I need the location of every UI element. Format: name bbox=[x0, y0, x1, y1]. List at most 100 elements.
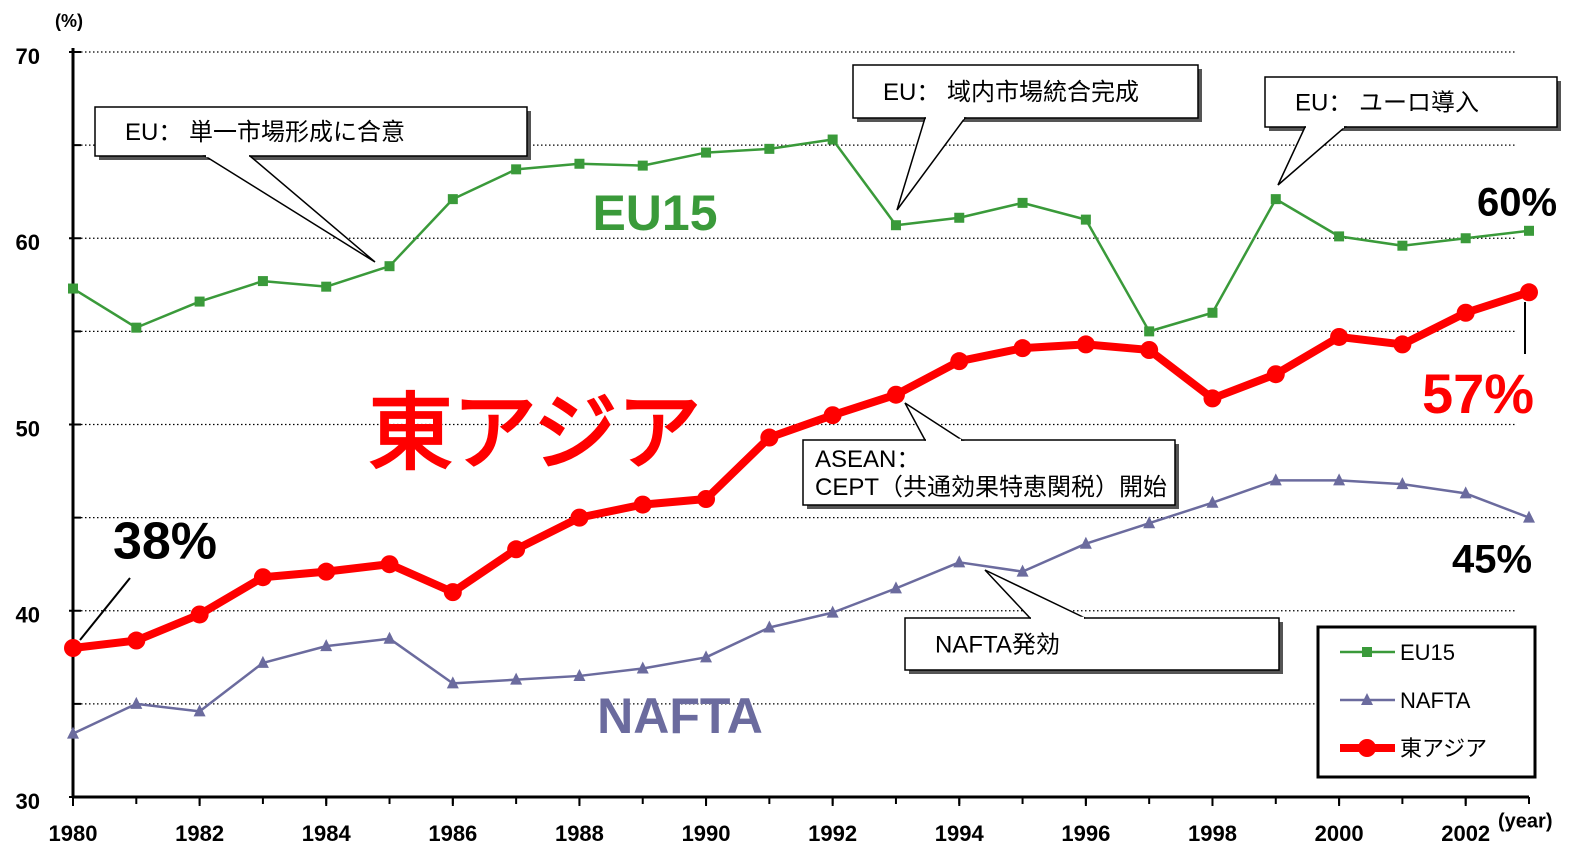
x-tick-label: 1998 bbox=[1188, 821, 1237, 846]
marker bbox=[950, 352, 969, 371]
marker bbox=[763, 620, 776, 633]
marker bbox=[190, 605, 209, 624]
marker bbox=[131, 322, 142, 333]
marker bbox=[574, 158, 585, 169]
marker bbox=[953, 555, 966, 568]
marker bbox=[67, 726, 79, 739]
marker bbox=[1206, 495, 1219, 508]
x-tick-label: 1990 bbox=[682, 821, 731, 846]
callout-box bbox=[802, 439, 1176, 506]
marker bbox=[633, 495, 652, 514]
marker bbox=[193, 704, 206, 717]
callout-text: EU： 単一市場形成に合意 bbox=[125, 119, 405, 146]
marker bbox=[1140, 341, 1159, 359]
marker bbox=[701, 147, 712, 158]
series-label: NAFTA bbox=[597, 688, 763, 744]
marker bbox=[889, 581, 902, 594]
callout-pointer bbox=[1277, 126, 1348, 186]
marker bbox=[383, 631, 396, 644]
value-label: 60% bbox=[1477, 181, 1557, 225]
marker bbox=[826, 605, 839, 618]
marker bbox=[573, 668, 586, 681]
marker bbox=[127, 631, 146, 650]
marker bbox=[1144, 326, 1155, 337]
marker bbox=[1079, 536, 1092, 549]
marker bbox=[253, 568, 272, 587]
callout-box bbox=[1264, 76, 1558, 128]
y-tick-label: 50 bbox=[16, 416, 40, 441]
marker bbox=[510, 672, 523, 685]
marker bbox=[1361, 693, 1373, 705]
series-label: EU15 bbox=[592, 185, 717, 241]
series-line bbox=[72, 288, 1531, 652]
marker bbox=[1080, 214, 1091, 225]
x-tick-label: 1982 bbox=[175, 821, 224, 846]
value-label-leader bbox=[79, 577, 131, 641]
marker bbox=[64, 639, 82, 657]
marker bbox=[446, 676, 459, 689]
marker bbox=[443, 583, 462, 602]
legend-label: NAFTA bbox=[1400, 688, 1471, 713]
marker bbox=[1397, 240, 1408, 251]
marker bbox=[256, 655, 269, 668]
y-tick-label: 70 bbox=[16, 44, 40, 69]
marker bbox=[1520, 283, 1538, 302]
marker bbox=[1459, 486, 1472, 499]
callout-pointer bbox=[984, 569, 1086, 619]
marker bbox=[827, 134, 838, 145]
x-tick-label: 1986 bbox=[428, 821, 477, 846]
x-tick-label: 1980 bbox=[49, 821, 98, 846]
marker bbox=[507, 540, 526, 559]
x-tick-label: 2000 bbox=[1315, 821, 1364, 846]
series-line bbox=[72, 479, 1530, 735]
marker bbox=[886, 385, 905, 404]
marker bbox=[700, 650, 713, 663]
marker bbox=[1330, 327, 1349, 346]
marker bbox=[380, 555, 399, 574]
marker bbox=[68, 283, 78, 294]
marker bbox=[1334, 231, 1345, 242]
marker bbox=[1524, 225, 1534, 236]
marker bbox=[1270, 194, 1281, 205]
marker bbox=[1076, 335, 1095, 354]
marker bbox=[511, 164, 522, 175]
marker bbox=[1362, 647, 1372, 657]
x-tick-label: 1996 bbox=[1061, 821, 1110, 846]
x-tick-label: 1988 bbox=[555, 821, 604, 846]
marker bbox=[1396, 477, 1409, 490]
marker bbox=[823, 406, 842, 425]
marker bbox=[1207, 307, 1218, 318]
marker bbox=[1266, 365, 1285, 384]
x-tick-label: 1992 bbox=[808, 821, 857, 846]
marker bbox=[570, 508, 589, 527]
marker bbox=[1017, 197, 1028, 208]
series-label: 東アジア bbox=[369, 386, 702, 480]
marker bbox=[1269, 473, 1282, 486]
y-axis-label: (%) bbox=[55, 11, 83, 31]
callout-pointer bbox=[202, 155, 376, 263]
marker bbox=[1203, 389, 1222, 408]
marker bbox=[637, 160, 648, 171]
callout-box bbox=[94, 106, 528, 157]
callout-text: EU： 域内市場統合完成 bbox=[883, 79, 1139, 106]
callout-text: NAFTA発効 bbox=[935, 631, 1060, 658]
marker bbox=[890, 220, 901, 231]
x-tick-label: 1984 bbox=[302, 821, 352, 846]
marker bbox=[320, 639, 333, 652]
callout-pointer bbox=[896, 117, 967, 211]
marker bbox=[317, 562, 336, 581]
callout-pointer bbox=[904, 402, 965, 441]
callout-box bbox=[852, 64, 1199, 119]
marker bbox=[697, 490, 716, 508]
callout-text: ASEAN： bbox=[815, 446, 920, 473]
marker bbox=[1456, 303, 1475, 322]
marker bbox=[1016, 564, 1029, 577]
value-label: 57% bbox=[1422, 362, 1534, 425]
series-line bbox=[72, 138, 1530, 333]
legend: EU15 NAFTA 東アジア bbox=[1316, 625, 1537, 779]
marker bbox=[384, 261, 395, 272]
marker bbox=[764, 143, 775, 154]
marker bbox=[954, 212, 965, 223]
x-axis-label: (year) bbox=[1498, 810, 1552, 832]
